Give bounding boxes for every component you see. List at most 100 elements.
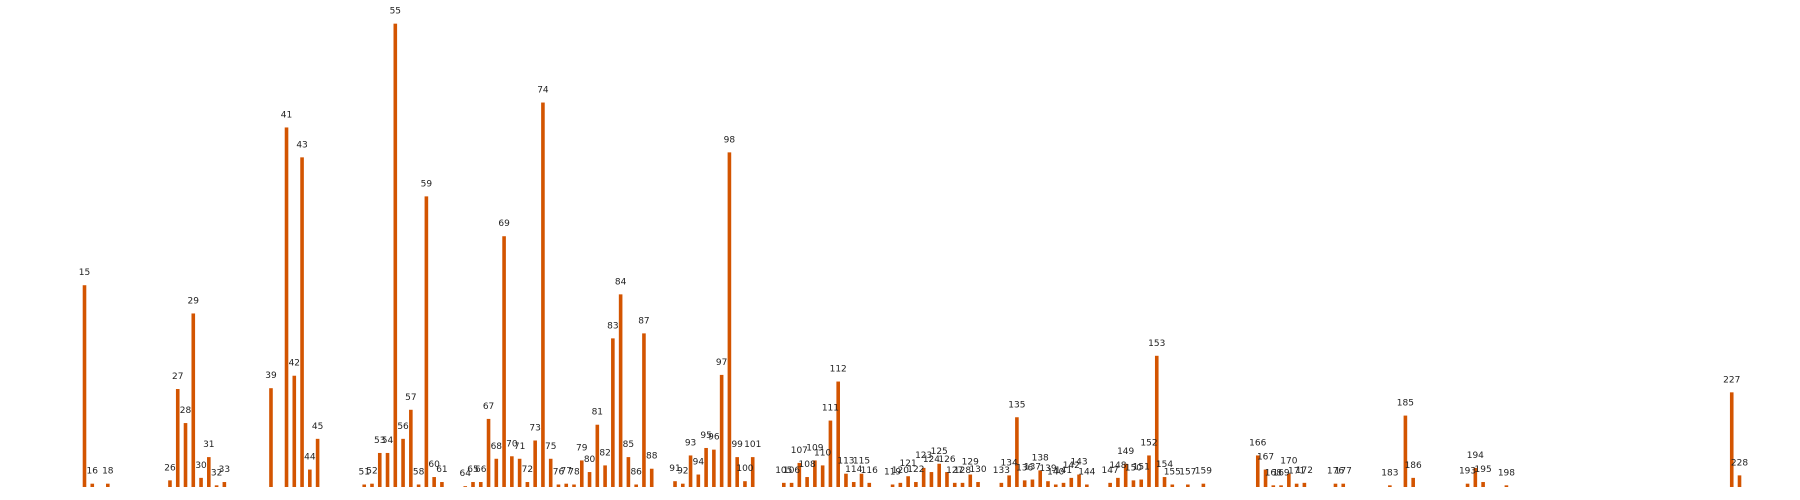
bar-111 (828, 420, 833, 487)
bar-label-86: 86 (630, 468, 642, 478)
bar-label-168: 168 (1265, 468, 1282, 478)
bar-label-61: 61 (436, 465, 447, 475)
bar-label-92: 92 (677, 467, 688, 477)
bar-label-70: 70 (506, 439, 518, 449)
bar-32 (214, 485, 219, 487)
bar-label-127: 127 (946, 466, 963, 476)
bar-18 (106, 483, 110, 487)
bar-label-51: 51 (358, 468, 369, 478)
bar-77 (564, 483, 569, 487)
bar-label-77: 77 (561, 467, 572, 477)
bar-45 (315, 438, 320, 487)
bar-label-144: 144 (1078, 468, 1095, 478)
bar-label-66: 66 (475, 465, 487, 475)
bar-label-96: 96 (708, 433, 720, 443)
bar-label-147: 147 (1102, 466, 1119, 476)
bar-label-26: 26 (164, 463, 176, 473)
bar-185 (1403, 415, 1408, 487)
bar-99 (735, 457, 739, 487)
bar-label-113: 113 (837, 457, 854, 467)
bar-label-143: 143 (1070, 458, 1087, 468)
bar-label-185: 185 (1397, 399, 1414, 409)
bar-label-198: 198 (1498, 468, 1515, 478)
bar-label-82: 82 (599, 448, 610, 458)
bar-121 (906, 476, 910, 487)
bar-label-60: 60 (428, 460, 440, 470)
bar-51 (362, 484, 367, 487)
bar-166 (1255, 455, 1260, 487)
bar-label-99: 99 (731, 440, 743, 450)
bar-155 (1170, 484, 1175, 487)
bar-193 (1465, 483, 1470, 487)
bar-label-101: 101 (744, 440, 761, 450)
bar-label-16: 16 (87, 467, 99, 477)
bar-141 (1061, 482, 1066, 487)
bar-label-195: 195 (1475, 465, 1492, 475)
bar-52 (370, 483, 374, 487)
bar-27 (175, 389, 180, 487)
bar-label-27: 27 (172, 372, 183, 382)
bar-70 (510, 456, 514, 487)
bar-130 (976, 482, 980, 487)
bar-26 (168, 480, 172, 487)
bar-65 (471, 482, 475, 487)
bar-label-83: 83 (607, 321, 618, 331)
bar-label-125: 125 (931, 447, 948, 457)
bar-label-88: 88 (646, 452, 658, 462)
bar-label-193: 193 (1459, 467, 1476, 477)
bar-label-159: 159 (1195, 467, 1212, 477)
bar-142 (1069, 477, 1074, 487)
bar-label-116: 116 (861, 466, 878, 476)
bar-label-122: 122 (907, 465, 924, 475)
bar-91 (673, 481, 677, 487)
bar-label-172: 172 (1296, 466, 1313, 476)
bar-label-120: 120 (892, 466, 909, 476)
bar-label-78: 78 (568, 468, 580, 478)
bar-144 (1085, 484, 1089, 487)
bar-label-41: 41 (281, 110, 292, 120)
bar-56 (401, 438, 405, 487)
bar-label-107: 107 (791, 446, 808, 456)
bar-label-170: 170 (1280, 457, 1297, 467)
bar-label-183: 183 (1381, 468, 1398, 478)
bar-label-98: 98 (724, 135, 736, 145)
bar-label-75: 75 (545, 442, 556, 452)
bar-66 (478, 482, 483, 487)
bar-label-59: 59 (421, 179, 433, 189)
bar-15 (82, 285, 87, 487)
bar-label-28: 28 (180, 406, 192, 416)
bar-label-73: 73 (529, 424, 540, 434)
bar-148 (1116, 477, 1120, 487)
bar-59 (424, 196, 429, 488)
bar-183 (1388, 485, 1392, 487)
bar-126 (945, 472, 949, 487)
bar-127 (952, 482, 957, 487)
bar-136 (1022, 480, 1027, 487)
bar-label-110: 110 (814, 448, 831, 458)
bar-label-80: 80 (584, 455, 596, 465)
bar-78 (572, 484, 576, 487)
bar-label-58: 58 (413, 468, 425, 478)
bar-137 (1030, 479, 1035, 487)
bar-97 (719, 374, 724, 487)
bar-122 (914, 482, 918, 487)
bar-125 (937, 463, 941, 487)
bar-120 (898, 482, 903, 487)
bar-43 (300, 157, 304, 487)
bar-label-114: 114 (845, 465, 862, 475)
bar-label-79: 79 (576, 443, 588, 453)
bar-92 (680, 483, 685, 487)
bar-label-55: 55 (390, 7, 401, 17)
bar-98 (727, 152, 732, 487)
bar-75 (548, 458, 553, 487)
bar-label-150: 150 (1125, 463, 1142, 473)
bar-83 (611, 338, 615, 487)
bar-label-31: 31 (203, 440, 214, 450)
bar-label-136: 136 (1016, 463, 1033, 473)
bar-label-121: 121 (900, 459, 917, 469)
bar-152 (1147, 455, 1151, 487)
bar-228 (1737, 475, 1742, 488)
bar-167 (1263, 469, 1268, 487)
